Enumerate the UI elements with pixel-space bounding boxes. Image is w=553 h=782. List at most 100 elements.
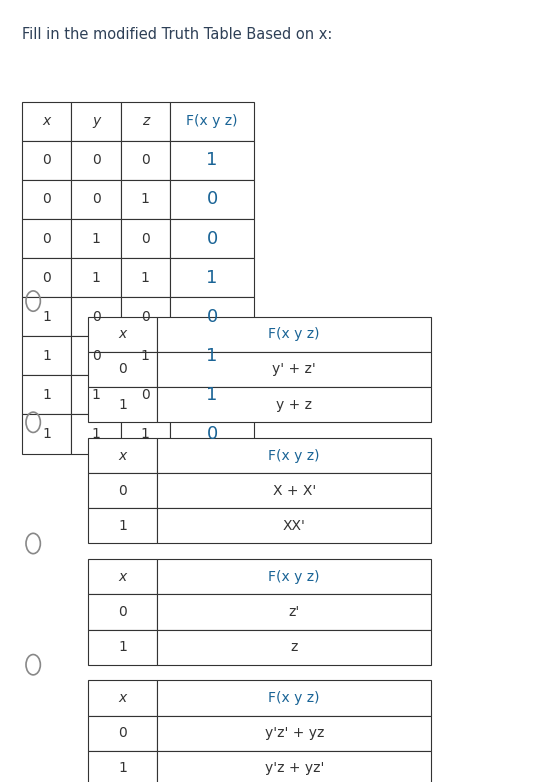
Text: F(x y z): F(x y z): [268, 691, 320, 705]
Text: 1: 1: [206, 151, 218, 170]
Text: 0: 0: [206, 190, 218, 209]
Bar: [170, 219, 254, 258]
Text: y: y: [92, 114, 100, 128]
Text: y'z' + yz: y'z' + yz: [264, 726, 324, 740]
Text: 0: 0: [206, 229, 218, 248]
Bar: [71, 102, 121, 141]
Text: 0: 0: [43, 192, 51, 206]
Bar: [88, 508, 157, 543]
Bar: [170, 258, 254, 297]
Bar: [71, 297, 121, 336]
Bar: [88, 716, 157, 751]
Bar: [71, 258, 121, 297]
Bar: [121, 102, 170, 141]
Bar: [121, 297, 170, 336]
Text: y'z + yz': y'z + yz': [264, 762, 324, 775]
Bar: [157, 630, 431, 665]
Bar: [121, 414, 170, 454]
Text: z': z': [289, 605, 300, 619]
Bar: [170, 141, 254, 180]
Text: 1: 1: [141, 271, 150, 285]
Text: 1: 1: [43, 388, 51, 402]
Text: 0: 0: [118, 605, 127, 619]
Text: 1: 1: [118, 519, 127, 533]
Text: 1: 1: [141, 192, 150, 206]
Bar: [22, 297, 71, 336]
Text: 0: 0: [141, 388, 150, 402]
Text: 0: 0: [141, 310, 150, 324]
Text: 1: 1: [43, 349, 51, 363]
Bar: [121, 258, 170, 297]
Bar: [22, 414, 71, 454]
Bar: [22, 258, 71, 297]
Bar: [22, 219, 71, 258]
Text: Fill in the modified Truth Table Based on x:: Fill in the modified Truth Table Based o…: [22, 27, 332, 42]
Text: y + z: y + z: [276, 398, 312, 411]
Bar: [157, 559, 431, 594]
Text: 0: 0: [118, 484, 127, 497]
Bar: [170, 375, 254, 414]
Bar: [157, 751, 431, 782]
Bar: [22, 375, 71, 414]
Text: F(x y z): F(x y z): [268, 570, 320, 583]
Text: x: x: [119, 449, 127, 462]
Text: x: x: [119, 691, 127, 705]
Bar: [22, 141, 71, 180]
Bar: [22, 180, 71, 219]
Text: 1: 1: [92, 388, 101, 402]
Bar: [121, 219, 170, 258]
Bar: [157, 680, 431, 716]
Text: 0: 0: [92, 192, 101, 206]
Text: 0: 0: [43, 271, 51, 285]
Text: 0: 0: [43, 153, 51, 167]
Text: 1: 1: [92, 231, 101, 246]
Text: y' + z': y' + z': [272, 363, 316, 376]
Text: XX': XX': [283, 519, 306, 533]
Bar: [170, 336, 254, 375]
Text: F(x y z): F(x y z): [268, 449, 320, 462]
Text: 1: 1: [92, 427, 101, 441]
Text: 1: 1: [118, 762, 127, 775]
Text: F(x y z): F(x y z): [268, 328, 320, 341]
Text: 0: 0: [118, 726, 127, 740]
Text: F(x y z): F(x y z): [186, 114, 238, 128]
Text: 1: 1: [141, 427, 150, 441]
Bar: [88, 473, 157, 508]
Text: 0: 0: [43, 231, 51, 246]
Text: 1: 1: [92, 271, 101, 285]
Text: 0: 0: [92, 153, 101, 167]
Bar: [157, 508, 431, 543]
Text: 1: 1: [43, 427, 51, 441]
Text: 1: 1: [206, 386, 218, 404]
Bar: [71, 141, 121, 180]
Bar: [157, 317, 431, 352]
Text: 1: 1: [141, 349, 150, 363]
Bar: [71, 375, 121, 414]
Text: x: x: [119, 328, 127, 341]
Text: z: z: [142, 114, 149, 128]
Text: z: z: [290, 640, 298, 654]
Bar: [88, 630, 157, 665]
Text: 0: 0: [206, 307, 218, 326]
Bar: [170, 414, 254, 454]
Text: 0: 0: [118, 363, 127, 376]
Bar: [121, 375, 170, 414]
Bar: [157, 387, 431, 422]
Bar: [170, 102, 254, 141]
Bar: [71, 336, 121, 375]
Bar: [88, 352, 157, 387]
Text: 0: 0: [206, 425, 218, 443]
Text: 1: 1: [118, 398, 127, 411]
Bar: [71, 414, 121, 454]
Text: x: x: [43, 114, 51, 128]
Bar: [88, 559, 157, 594]
Bar: [88, 751, 157, 782]
Text: x: x: [119, 570, 127, 583]
Bar: [157, 473, 431, 508]
Bar: [71, 219, 121, 258]
Text: 1: 1: [118, 640, 127, 654]
Text: 0: 0: [92, 349, 101, 363]
Bar: [157, 594, 431, 630]
Bar: [88, 387, 157, 422]
Bar: [121, 336, 170, 375]
